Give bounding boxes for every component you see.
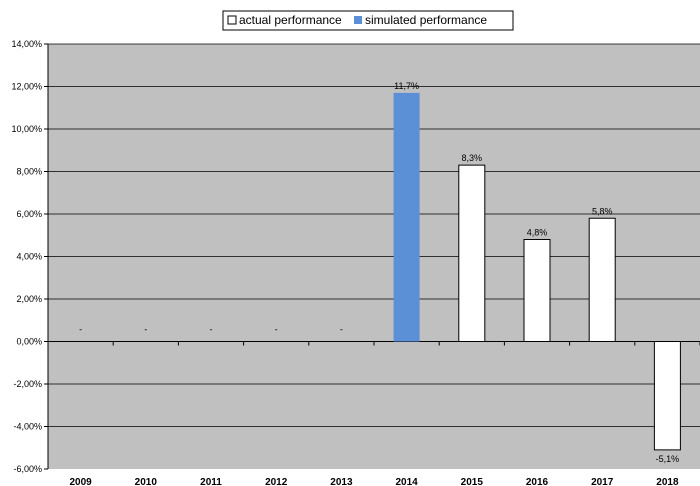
- data-label-2011: -: [210, 325, 213, 335]
- x-category-label: 2014: [395, 477, 418, 486]
- legend-label-simulated: simulated performance: [365, 13, 487, 27]
- bar-2018: [654, 342, 680, 450]
- x-category-label: 2011: [200, 477, 222, 486]
- legend-swatch-actual: [228, 16, 236, 24]
- y-tick-label: 2,00%: [16, 294, 42, 304]
- data-label-2017: 5,8%: [592, 206, 613, 216]
- y-tick-label: 6,00%: [16, 209, 42, 219]
- bar-2016: [524, 240, 550, 342]
- y-tick-label: 14,00%: [11, 39, 42, 49]
- x-category-label: 2012: [265, 477, 288, 486]
- legend-swatch-simulated: [354, 16, 362, 24]
- data-label-2018: -5,1%: [656, 454, 680, 464]
- y-tick-label: 0,00%: [16, 337, 42, 347]
- x-category-label: 2018: [656, 477, 679, 486]
- legend: actual performance simulated performance: [223, 11, 513, 30]
- x-category-label: 2009: [69, 477, 92, 486]
- y-tick-label: -6,00%: [13, 464, 42, 474]
- y-tick-label: 12,00%: [11, 82, 42, 92]
- y-tick-label: 4,00%: [16, 252, 42, 262]
- data-label-2016: 4,8%: [527, 228, 548, 238]
- y-tick-label: -2,00%: [13, 379, 42, 389]
- legend-label-actual: actual performance: [239, 13, 342, 27]
- data-label-2015: 8,3%: [462, 153, 483, 163]
- data-label-2012: -: [275, 325, 278, 335]
- y-tick-label: -4,00%: [13, 422, 42, 432]
- bar-2017: [589, 218, 615, 341]
- data-label-2014: 11,7%: [394, 81, 419, 91]
- bar-2015: [459, 165, 485, 341]
- bar-2014: [394, 93, 420, 342]
- x-category-label: 2013: [330, 477, 353, 486]
- data-label-2010: -: [144, 325, 147, 335]
- y-tick-label: 8,00%: [16, 167, 42, 177]
- data-label-2009: -: [79, 325, 82, 335]
- x-category-label: 2017: [591, 477, 614, 486]
- data-label-2013: -: [340, 325, 343, 335]
- x-category-label: 2016: [526, 477, 549, 486]
- x-category-label: 2015: [461, 477, 484, 486]
- y-tick-label: 10,00%: [11, 124, 42, 134]
- x-category-label: 2010: [135, 477, 158, 486]
